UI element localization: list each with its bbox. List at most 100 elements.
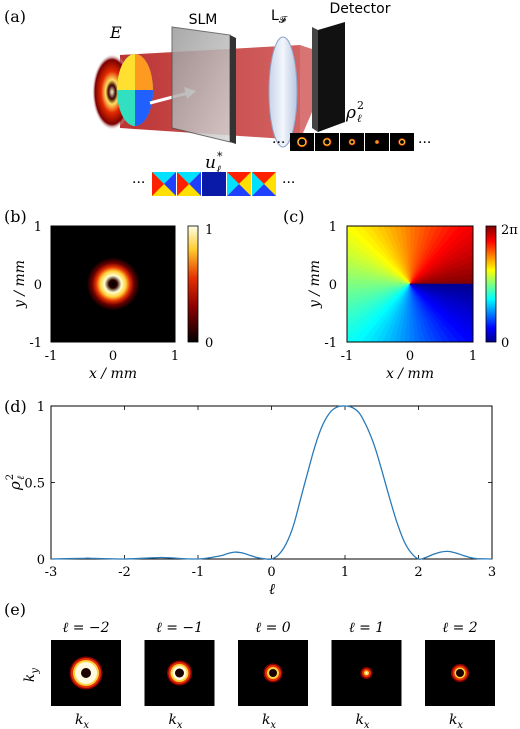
x-tick-label: -2 (118, 565, 131, 580)
mask-ellipsis-right: ··· (282, 175, 295, 191)
chart-series (50, 405, 493, 560)
detector-frame (390, 133, 414, 151)
x-tick-label: 0 (267, 565, 275, 580)
spot-hole (269, 669, 277, 677)
kx-label-main: k (449, 712, 457, 728)
kx-label-sub: x (457, 720, 463, 729)
kx-label-main: k (75, 712, 83, 728)
panel-b-label: (b) (4, 207, 27, 226)
phase-mask-sector (152, 184, 176, 196)
panel-a-setup: (a) E SLM L𝓕 Detector ρ2 ℓ ··· ··· (4, 1, 431, 196)
phase-sector (399, 226, 411, 285)
b-ylabel: y / mm (12, 260, 28, 309)
u-label-sub: ℓ (216, 163, 221, 176)
kx-label: kx (262, 712, 276, 729)
rho-label-sub: ℓ (357, 112, 362, 125)
phase-mask-sector (239, 172, 251, 196)
detector-spot-rim (374, 139, 380, 145)
kx-label-main: k (168, 712, 176, 728)
detector-frame (315, 133, 339, 151)
lens-label-main: L (271, 8, 279, 24)
phase-mask-sector (252, 184, 276, 196)
phase-sector (409, 226, 416, 285)
kx-label: kx (75, 712, 89, 729)
c-ytick-top: 1 (329, 220, 337, 235)
d-ylabel-main: ρ (6, 481, 24, 491)
b-cbar-bottom: 0 (205, 336, 213, 351)
phase-disc-sector (135, 54, 153, 90)
c-xtick-mid: 0 (406, 349, 414, 364)
phase-mask-sector (177, 184, 201, 196)
c-ylabel: y / mm (307, 260, 323, 309)
detector-spot-rim (398, 138, 406, 146)
intensity-colorbar (187, 225, 199, 343)
detector-spot-rim (296, 136, 308, 148)
rho-label-main: ρ (345, 103, 356, 123)
c-xtick-right: 1 (469, 349, 477, 364)
u-label: u* ℓ (205, 150, 223, 176)
c-xlabel: x / mm (386, 366, 434, 382)
kx-label: kx (449, 712, 463, 729)
slm-edge (230, 35, 236, 144)
kx-label-main: k (355, 712, 363, 728)
y-tick-label: 1 (37, 400, 45, 415)
b-xlabel: x / mm (89, 366, 137, 382)
c-xtick-left: -1 (341, 349, 354, 364)
b-ytick-top: 1 (34, 220, 42, 235)
d-ylabel-sub: ℓ (16, 476, 27, 480)
e-ylabel-sub: y (30, 668, 41, 675)
spot-hole (456, 669, 464, 677)
strip-ellipsis-right: ··· (418, 135, 431, 151)
c-ytick-mid: 0 (329, 278, 337, 293)
phase-sector (404, 226, 411, 285)
lens-label-sub: 𝓕 (279, 15, 288, 26)
b-xtick-right: 1 (171, 349, 179, 364)
slm-label: SLM (189, 12, 218, 28)
u-label-sup: * (217, 150, 223, 163)
phase-mask-sector (164, 172, 176, 196)
u-label-main: u (205, 153, 216, 173)
panel-b-intensity: (b) 1 0 -1 -1 0 1 x / mm y / mm 1 0 (4, 207, 213, 382)
phase-mask-sector (177, 172, 189, 196)
phase-frame (346, 225, 474, 343)
field-e-label: E (109, 23, 122, 42)
detector-spot (398, 138, 406, 146)
kx-label: kx (355, 712, 369, 729)
kx-label-sub: x (270, 720, 276, 729)
spot-hole (81, 668, 91, 678)
series-line (50, 405, 493, 560)
b-xtick-left: -1 (45, 349, 58, 364)
detector-label: Detector (329, 1, 390, 17)
c-cbar-top: 2π (501, 223, 518, 238)
phase-disc-sector (117, 90, 135, 126)
c-ytick-bottom: -1 (324, 336, 337, 351)
x-tick-label: -1 (192, 565, 205, 580)
mask-ellipsis-left: ··· (132, 175, 145, 191)
kx-label-sub: x (364, 720, 370, 729)
phase-disc-sector (117, 54, 135, 90)
phase-sector (409, 283, 473, 290)
kx-label: kx (168, 712, 182, 729)
detector-side (312, 27, 318, 132)
rho-label-sup: 2 (357, 99, 364, 112)
lens (268, 36, 298, 148)
detector-frame (340, 133, 364, 151)
phase-mask-sector (152, 172, 164, 196)
detector-spot (323, 138, 331, 146)
intensity-donut (79, 250, 147, 318)
slm-panel (171, 26, 231, 143)
spot-core (365, 672, 368, 674)
detector-image-strip (290, 133, 414, 151)
y-tick-label: 0.5 (24, 477, 45, 492)
panel-c-label: (c) (283, 207, 304, 226)
d-xlabel: ℓ (269, 580, 275, 598)
phase-mask-sector (227, 172, 239, 196)
chart-ticks: -3 -2 -1 0 1 2 3 1 0.5 0 (24, 400, 496, 580)
phase-sector (399, 283, 411, 342)
panel-e-label: (e) (4, 600, 26, 619)
phase-mask-strip (152, 172, 276, 196)
detector (318, 22, 345, 132)
phase-mask-sector (227, 172, 251, 184)
x-tick-label: 1 (341, 565, 349, 580)
